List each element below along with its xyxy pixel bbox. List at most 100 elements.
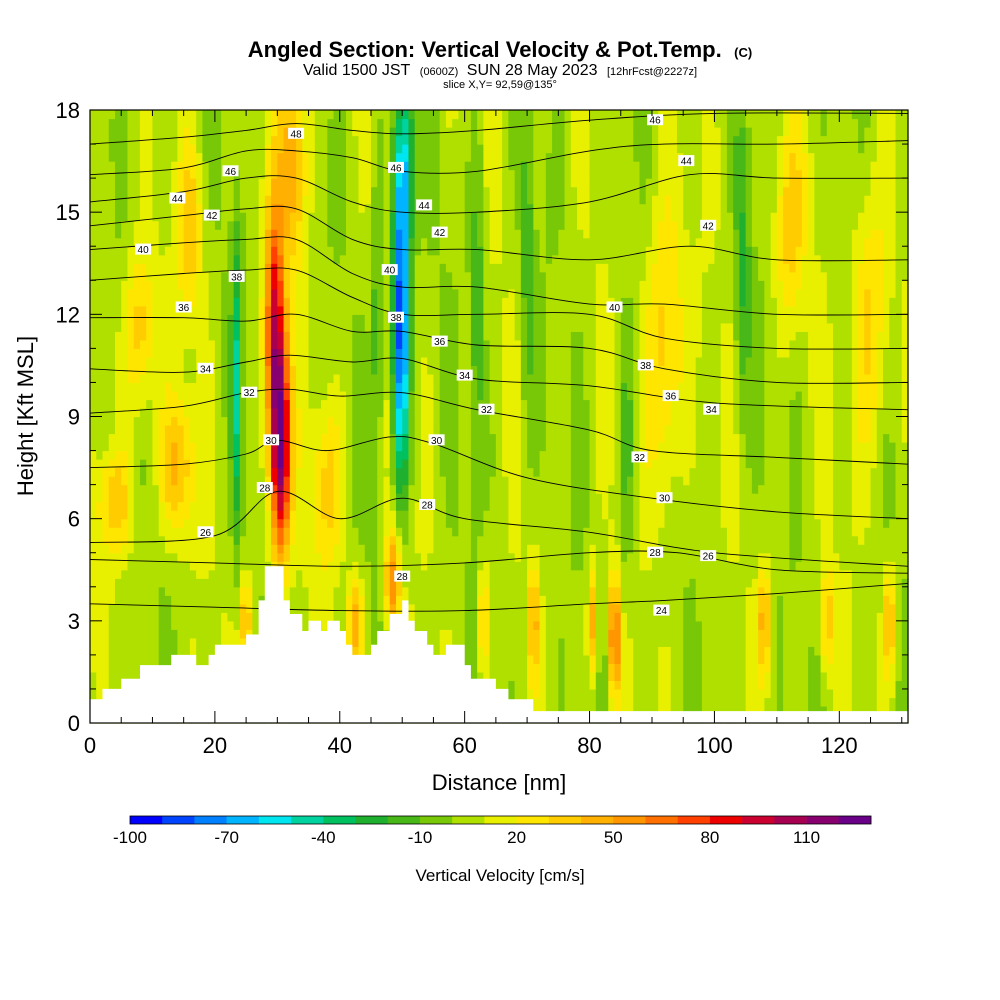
heatmap-cell (670, 442, 678, 452)
heatmap-cell (789, 680, 797, 690)
heatmap-cell (420, 416, 428, 426)
heatmap-cell (114, 433, 122, 443)
heatmap-cell (477, 637, 484, 647)
heatmap-cell (445, 399, 453, 409)
heatmap-cell (133, 586, 141, 596)
heatmap-cell (289, 476, 297, 486)
heatmap-cell (577, 416, 584, 426)
heatmap-cell (839, 637, 847, 647)
heatmap-cell (414, 450, 422, 460)
heatmap-cell (189, 416, 197, 426)
heatmap-cell (208, 535, 216, 545)
heatmap-cell (114, 654, 122, 664)
heatmap-cell (239, 493, 247, 503)
heatmap-cell (96, 620, 104, 630)
heatmap-cell (514, 552, 522, 562)
heatmap-cell (402, 459, 410, 469)
heatmap-cell (470, 527, 478, 537)
heatmap-cell (445, 612, 453, 622)
heatmap-cell (158, 493, 166, 503)
heatmap-cell (770, 501, 778, 511)
heatmap-cell (683, 425, 691, 435)
heatmap-cell (233, 552, 241, 562)
heatmap-cell (776, 518, 784, 528)
heatmap-cell (726, 527, 734, 537)
heatmap-cell (495, 620, 503, 630)
heatmap-cell (114, 552, 122, 562)
heatmap-cell (177, 629, 185, 639)
heatmap-cell (196, 416, 203, 426)
heatmap-cell (789, 646, 797, 656)
heatmap-cell (164, 612, 172, 622)
heatmap-cell (502, 501, 509, 511)
heatmap-cell (595, 467, 603, 477)
heatmap-cell (814, 501, 822, 511)
heatmap-cell (901, 620, 909, 630)
heatmap-cell (189, 433, 197, 443)
heatmap-cell (489, 510, 497, 520)
heatmap-cell (820, 399, 828, 409)
heatmap-cell (627, 705, 634, 716)
heatmap-cell (589, 399, 597, 409)
heatmap-cell (96, 442, 104, 452)
heatmap-cell (751, 442, 759, 452)
heatmap-cell (258, 561, 266, 571)
heatmap-cell (533, 535, 541, 545)
heatmap-cell (558, 697, 566, 707)
heatmap-cell (452, 493, 460, 503)
heatmap-cell (801, 671, 809, 682)
heatmap-cell (470, 544, 478, 554)
heatmap-cell (833, 416, 840, 426)
heatmap-cell (826, 680, 834, 690)
heatmap-cell (196, 629, 203, 639)
heatmap-cell (283, 501, 291, 511)
heatmap-cell (214, 476, 222, 486)
heatmap-cell (833, 680, 840, 690)
heatmap-cell (470, 569, 478, 579)
heatmap-cell (464, 493, 472, 503)
heatmap-cell (801, 459, 809, 469)
heatmap-cell (502, 433, 509, 443)
heatmap-cell (277, 535, 285, 545)
heatmap-cell (733, 493, 740, 503)
heatmap-cell (552, 629, 559, 639)
heatmap-cell (202, 535, 210, 545)
heatmap-cell (277, 467, 285, 477)
heatmap-cell (770, 688, 778, 699)
heatmap-cell (745, 493, 753, 503)
heatmap-cell (489, 595, 497, 605)
heatmap-cell (745, 459, 753, 469)
heatmap-cell (133, 518, 141, 528)
heatmap-cell (795, 416, 803, 426)
heatmap-cell (845, 612, 853, 622)
heatmap-cell (108, 637, 116, 647)
heatmap-cell (839, 705, 847, 716)
heatmap-cell (227, 595, 235, 605)
heatmap-cell (876, 425, 884, 435)
heatmap-cell (726, 407, 734, 418)
heatmap-cell (602, 671, 609, 682)
heatmap-cell (833, 501, 840, 511)
heatmap-cell (470, 501, 478, 511)
heatmap-cell (533, 493, 541, 503)
heatmap-cell (302, 501, 310, 511)
heatmap-cell (502, 493, 509, 503)
heatmap-cell (720, 654, 728, 664)
heatmap-cell (346, 459, 353, 469)
heatmap-cell (483, 510, 491, 520)
heatmap-cell (683, 561, 691, 571)
heatmap-cell (183, 544, 191, 554)
heatmap-cell (814, 433, 822, 443)
heatmap-cell (333, 484, 341, 494)
heatmap-cell (452, 535, 460, 545)
heatmap-cell (464, 527, 472, 537)
heatmap-cell (121, 467, 129, 477)
heatmap-cell (708, 433, 716, 443)
heatmap-cell (152, 569, 160, 579)
heatmap-cell (645, 671, 653, 682)
heatmap-cell (502, 467, 509, 477)
heatmap-cell (570, 561, 578, 571)
heatmap-cell (121, 493, 129, 503)
heatmap-cell (689, 629, 697, 639)
heatmap-cell (214, 620, 222, 630)
